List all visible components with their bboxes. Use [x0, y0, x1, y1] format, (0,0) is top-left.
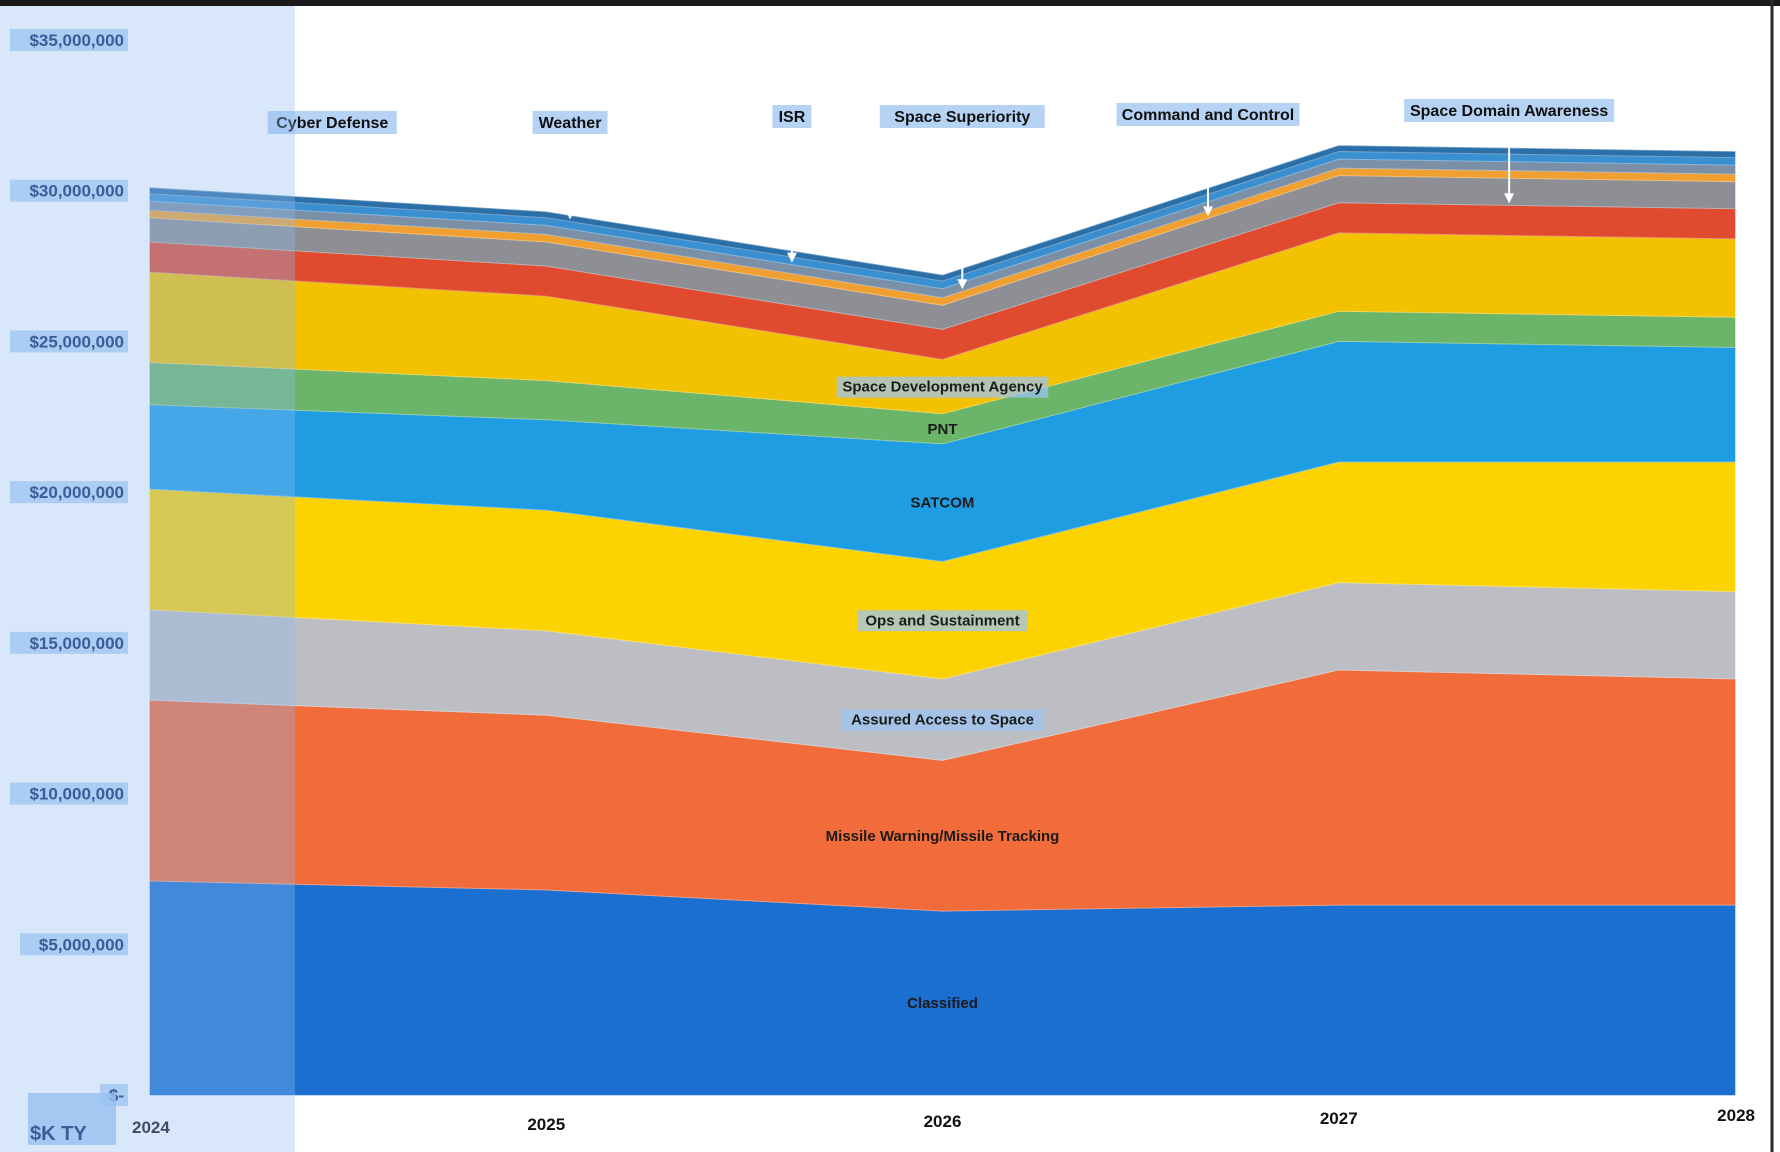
separator-weather	[149, 150, 1736, 282]
callout-command-and-control: Command and Control	[1122, 107, 1294, 124]
area-cyber-defense	[149, 145, 1736, 282]
area-classified	[149, 880, 1736, 1096]
ytick-highlight-35000000	[10, 29, 128, 51]
ytick-highlight-30000000	[10, 179, 128, 202]
ytick-highlight-15000000	[10, 631, 128, 654]
callout-arrow-isr	[786, 252, 797, 263]
separator-space-domain-awareness	[149, 202, 1736, 330]
callout-isr: ISR	[779, 109, 806, 126]
ytick-label-30000000: $30,000,000	[29, 182, 124, 201]
ytick-label-35000000: $35,000,000	[29, 31, 124, 50]
callout-arrow-cyber-defense	[327, 186, 338, 197]
xtick-label-2025: 2025	[527, 1115, 565, 1134]
callout-highlight-command-and-control	[1116, 103, 1300, 126]
separator-cyber-defense	[149, 144, 1736, 276]
callout-weather: Weather	[539, 115, 602, 132]
label-highlight-assured-access-to-space	[840, 709, 1045, 731]
xtick-label-2026: 2026	[924, 1112, 962, 1131]
callout-arrow-command-and-control	[1202, 206, 1213, 217]
separator-missile-warning-missile-tracking	[149, 669, 1736, 761]
separator-isr	[149, 158, 1736, 290]
callout-highlight-weather	[532, 111, 608, 134]
label-missile-warning-missile-tracking: Missile Warning/Missile Tracking	[826, 828, 1060, 845]
ytick-label-5000000: $5,000,000	[39, 935, 124, 954]
callout-highlight-isr	[772, 105, 812, 128]
callout-space-domain-awareness: Space Domain Awareness	[1410, 103, 1608, 120]
separator-ops-and-sustainment	[149, 461, 1735, 563]
ytick-label-20000000: $20,000,000	[29, 483, 124, 502]
separator-space-superiority	[149, 167, 1736, 299]
unit-label-highlight	[28, 1093, 116, 1145]
callout-space-superiority: Space Superiority	[894, 109, 1030, 126]
y-unit-label: $K TY	[30, 1123, 87, 1145]
ytick-label-15000000: $15,000,000	[29, 634, 124, 653]
ytick-label-25000000: $25,000,000	[29, 332, 124, 351]
left-highlight-overlay	[0, 6, 295, 1152]
separator-command-and-control	[149, 175, 1736, 306]
label-highlight-space-development-agency	[836, 376, 1049, 398]
separator-satcom	[149, 340, 1736, 445]
ytick-highlight-25000000	[10, 330, 128, 353]
label-highlight-ops-and-sustainment	[857, 610, 1028, 632]
separator-classified	[149, 880, 1735, 912]
ytick-highlight-10000000	[10, 782, 128, 805]
label-assured-access-to-space: Assured Access to Space	[851, 712, 1034, 729]
separator-assured-access-to-space	[149, 582, 1736, 680]
callout-highlight-space-superiority	[879, 105, 1045, 128]
separator-pnt	[149, 310, 1736, 415]
ytick-label-10000000: $10,000,000	[29, 785, 124, 804]
xtick-label-2024: 2024	[132, 1118, 170, 1137]
callout-arrow-weather	[565, 209, 576, 220]
callout-arrow-space-domain-awareness	[1504, 193, 1515, 204]
callout-arrow-space-superiority	[957, 279, 968, 290]
label-space-development-agency: Space Development Agency	[842, 379, 1043, 396]
callout-highlight-cyber-defense	[267, 111, 397, 134]
separator-space-development-agency	[149, 232, 1736, 361]
callout-highlight-space-domain-awareness	[1404, 99, 1615, 122]
xtick-label-2027: 2027	[1320, 1109, 1358, 1128]
ytick-highlight-20000000	[10, 481, 128, 504]
callout-cyber-defense: Cyber Defense	[276, 115, 388, 132]
label-pnt: PNT	[928, 421, 958, 438]
xtick-label-2028: 2028	[1717, 1106, 1755, 1125]
label-classified: Classified	[907, 995, 978, 1012]
label-satcom: SATCOM	[911, 495, 975, 512]
label-ops-and-sustainment: Ops and Sustainment	[865, 612, 1019, 629]
ytick-highlight-5000000	[20, 933, 128, 956]
